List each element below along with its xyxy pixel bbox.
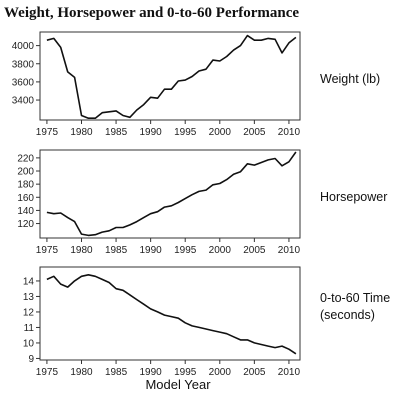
time-series-line <box>46 273 297 355</box>
weight-x-tick-label: 1985 <box>105 127 128 138</box>
horsepower-y-tick-label: 200 <box>17 167 34 178</box>
horsepower-series-line <box>46 151 297 237</box>
panel-label-weight: Weight (lb) <box>320 71 380 88</box>
weight-x-tick-label: 1995 <box>174 127 197 138</box>
panel-label-time-line2: (seconds) <box>320 308 375 322</box>
time-y-tick-label: 9 <box>28 354 34 365</box>
horsepower-x-tick-label: 2010 <box>278 245 301 256</box>
horsepower-x-tick-label: 2005 <box>243 245 266 256</box>
time-y-tick-label: 13 <box>23 292 35 303</box>
weight-x-tick-label: 1975 <box>36 127 59 138</box>
panel-label-horsepower-text: Horsepower <box>320 190 388 204</box>
time-y-tick-label: 14 <box>23 276 35 287</box>
time-y-tick-label: 10 <box>23 338 35 349</box>
chart-title: Weight, Horsepower and 0-to-60 Performan… <box>4 5 300 21</box>
horsepower-y-tick-label: 220 <box>17 153 34 164</box>
weight-panel-frame <box>39 31 301 121</box>
time-x-tick-label: 1980 <box>70 367 93 378</box>
horsepower-y-tick-label: 180 <box>17 180 34 191</box>
time-y-tick-label: 12 <box>23 307 35 318</box>
horsepower-y-tick-label: 120 <box>17 219 34 230</box>
weight-x-tick-label: 2010 <box>278 127 301 138</box>
time-x-tick-label: 2010 <box>278 367 301 378</box>
horsepower-x-tick-label: 1985 <box>105 245 128 256</box>
time-x-tick-label: 2000 <box>209 367 232 378</box>
time-panel-frame <box>39 266 301 361</box>
weight-y-tick-label: 3800 <box>12 59 35 70</box>
horsepower-y-tick-label: 160 <box>17 193 34 204</box>
horsepower-panel-frame <box>39 149 301 239</box>
weight-x-tick-label: 2005 <box>243 127 266 138</box>
horsepower-x-tick-label: 1990 <box>140 245 163 256</box>
horsepower-x-tick-label: 2000 <box>209 245 232 256</box>
time-x-tick-label: 1995 <box>174 367 197 378</box>
time-y-tick-label: 11 <box>24 323 35 334</box>
horsepower-x-tick-label: 1995 <box>174 245 197 256</box>
time-x-tick-label: 2005 <box>243 367 266 378</box>
weight-x-tick-label: 1990 <box>140 127 163 138</box>
weight-y-tick-label: 3600 <box>12 77 35 88</box>
horsepower-x-tick-label: 1980 <box>70 245 93 256</box>
weight-series-line <box>46 34 297 119</box>
panel-label-weight-text: Weight (lb) <box>320 72 381 86</box>
panel-label-time-line1: 0-to-60 Time <box>320 291 391 305</box>
weight-y-tick-label: 4000 <box>12 41 35 52</box>
panel-label-horsepower: Horsepower <box>320 189 387 206</box>
time-x-tick-label: 1975 <box>36 367 59 378</box>
weight-y-tick-label: 3400 <box>12 96 35 107</box>
weight-x-tick-label: 2000 <box>209 127 232 138</box>
time-x-tick-label: 1990 <box>140 367 163 378</box>
horsepower-y-tick-label: 140 <box>17 206 34 217</box>
horsepower-x-tick-label: 1975 <box>36 245 59 256</box>
x-axis-label: Model Year <box>145 377 211 392</box>
panel-label-time: 0-to-60 Time (seconds) <box>320 290 390 324</box>
weight-x-tick-label: 1980 <box>70 127 93 138</box>
time-x-tick-label: 1985 <box>105 367 128 378</box>
